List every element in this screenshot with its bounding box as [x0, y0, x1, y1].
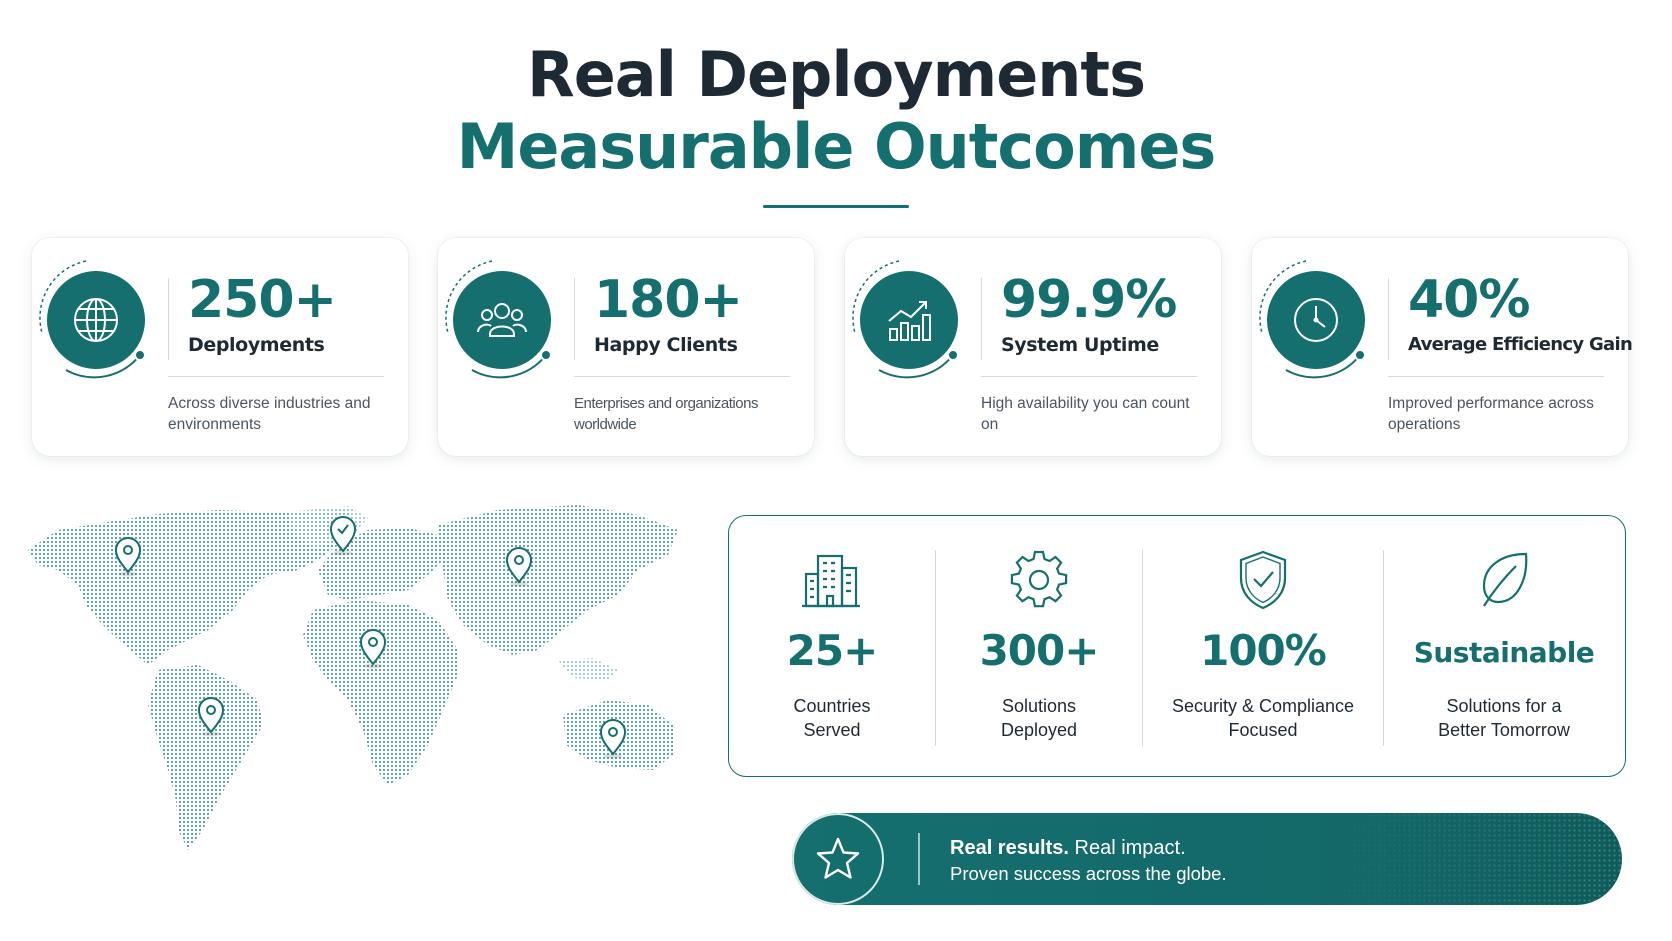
feature-sustainable: Sustainable Solutions for a Better Tomor… [1384, 516, 1624, 776]
card-rule [574, 376, 790, 377]
stat-value: 180+ [594, 270, 742, 330]
card-rule [981, 376, 1197, 377]
stat-card-clients: 180+ Happy Clients Enterprises and organ… [438, 238, 814, 456]
feature-value: 100% [1143, 626, 1383, 675]
card-rule [168, 376, 384, 377]
features-panel: 25+ Countries Served 300+ Solutions Depl… [728, 515, 1626, 777]
shield-check-icon [1231, 548, 1295, 612]
card-divider [574, 278, 575, 360]
card-rule [1388, 376, 1604, 377]
stat-label: Average Efficiency Gain [1408, 334, 1632, 355]
feature-countries: 25+ Countries Served [729, 516, 935, 776]
dot-pattern [1322, 813, 1622, 905]
clock-icon [1267, 271, 1365, 369]
asia-landmass [438, 505, 678, 655]
card-divider [1388, 278, 1389, 360]
card-divider [168, 278, 169, 360]
stat-description: High availability you can count on [981, 393, 1201, 435]
star-badge [792, 813, 884, 905]
feature-solutions: 300+ Solutions Deployed [936, 516, 1142, 776]
stat-description: Improved performance across operations [1388, 393, 1608, 435]
feature-security: 100% Security & Compliance Focused [1143, 516, 1383, 776]
stat-label: System Uptime [1001, 334, 1159, 356]
world-map [18, 500, 708, 860]
banner-headline-bold: Real results. [950, 837, 1069, 859]
banner-headline: Real results. Real impact. [950, 837, 1186, 860]
title-divider [763, 205, 909, 208]
stat-card-efficiency: 40% Average Efficiency Gain Improved per… [1252, 238, 1628, 456]
stat-card-deployments: 250+ Deployments Across diverse industri… [32, 238, 408, 456]
southeast-asia-landmass [558, 658, 618, 680]
feature-value: 300+ [936, 626, 1142, 675]
leaf-icon [1472, 548, 1536, 612]
card-divider [981, 278, 982, 360]
feature-description: Solutions Deployed [936, 694, 1142, 742]
building-icon [800, 548, 864, 612]
stat-description: Across diverse industries and environmen… [168, 393, 388, 435]
feature-description: Solutions for a Better Tomorrow [1384, 694, 1624, 742]
feature-description: Security & Compliance Focused [1143, 694, 1383, 742]
feature-value: 25+ [729, 626, 935, 675]
feature-description: Countries Served [729, 694, 935, 742]
banner-headline-rest: Real impact. [1069, 837, 1186, 859]
stat-value: 99.9% [1001, 270, 1176, 330]
stat-value: 250+ [188, 270, 336, 330]
stat-label: Deployments [188, 334, 324, 356]
results-banner: Real results. Real impact. Proven succes… [792, 813, 1622, 905]
feature-value: Sustainable [1384, 636, 1624, 669]
stat-description: Enterprises and organizations worldwide [574, 393, 794, 435]
people-icon [453, 271, 551, 369]
growth-chart-icon [860, 271, 958, 369]
stat-value: 40% [1408, 270, 1529, 330]
page-subtitle: Measurable Outcomes [0, 110, 1672, 183]
banner-divider [918, 833, 920, 885]
africa-landmass [303, 600, 458, 785]
south-america-landmass [148, 665, 263, 850]
gear-icon [1007, 548, 1071, 612]
star-icon [814, 835, 862, 883]
stat-card-uptime: 99.9% System Uptime High availability yo… [845, 238, 1221, 456]
globe-icon [47, 271, 145, 369]
page-title: Real Deployments [0, 38, 1672, 111]
banner-subline: Proven success across the globe. [950, 863, 1227, 885]
stat-label: Happy Clients [594, 334, 738, 356]
